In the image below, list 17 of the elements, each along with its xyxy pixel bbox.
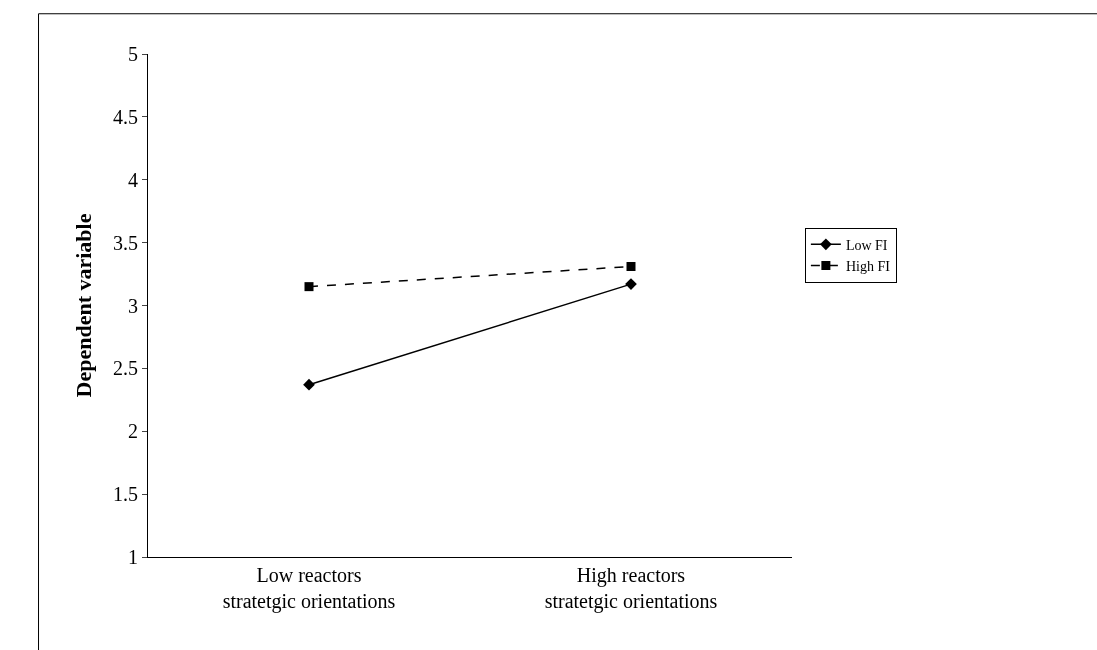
y-axis-title: Dependent variable <box>70 213 96 398</box>
point <box>303 378 315 391</box>
y-tick-label: 4.5 <box>113 105 138 128</box>
y-tick-label: 5 <box>128 43 138 65</box>
x-tick-label: Low reactors stratetgic orientations <box>222 564 396 613</box>
y-tick-label: 3 <box>128 294 138 317</box>
legend-label: High FI <box>845 258 891 274</box>
x-tick-label: High reactors stratetgic orientations <box>544 564 718 613</box>
y-tick-label: 1 <box>128 546 138 568</box>
point <box>304 282 314 292</box>
y-tick-label: 3.5 <box>113 231 138 254</box>
y-tick-label: 1.5 <box>113 483 138 506</box>
y-tick-label: 2.5 <box>113 357 138 380</box>
legend-label: Low FI <box>845 237 888 253</box>
y-tick-label: 2 <box>128 420 138 443</box>
point <box>626 262 636 272</box>
y-tick-label: 4 <box>128 168 138 191</box>
